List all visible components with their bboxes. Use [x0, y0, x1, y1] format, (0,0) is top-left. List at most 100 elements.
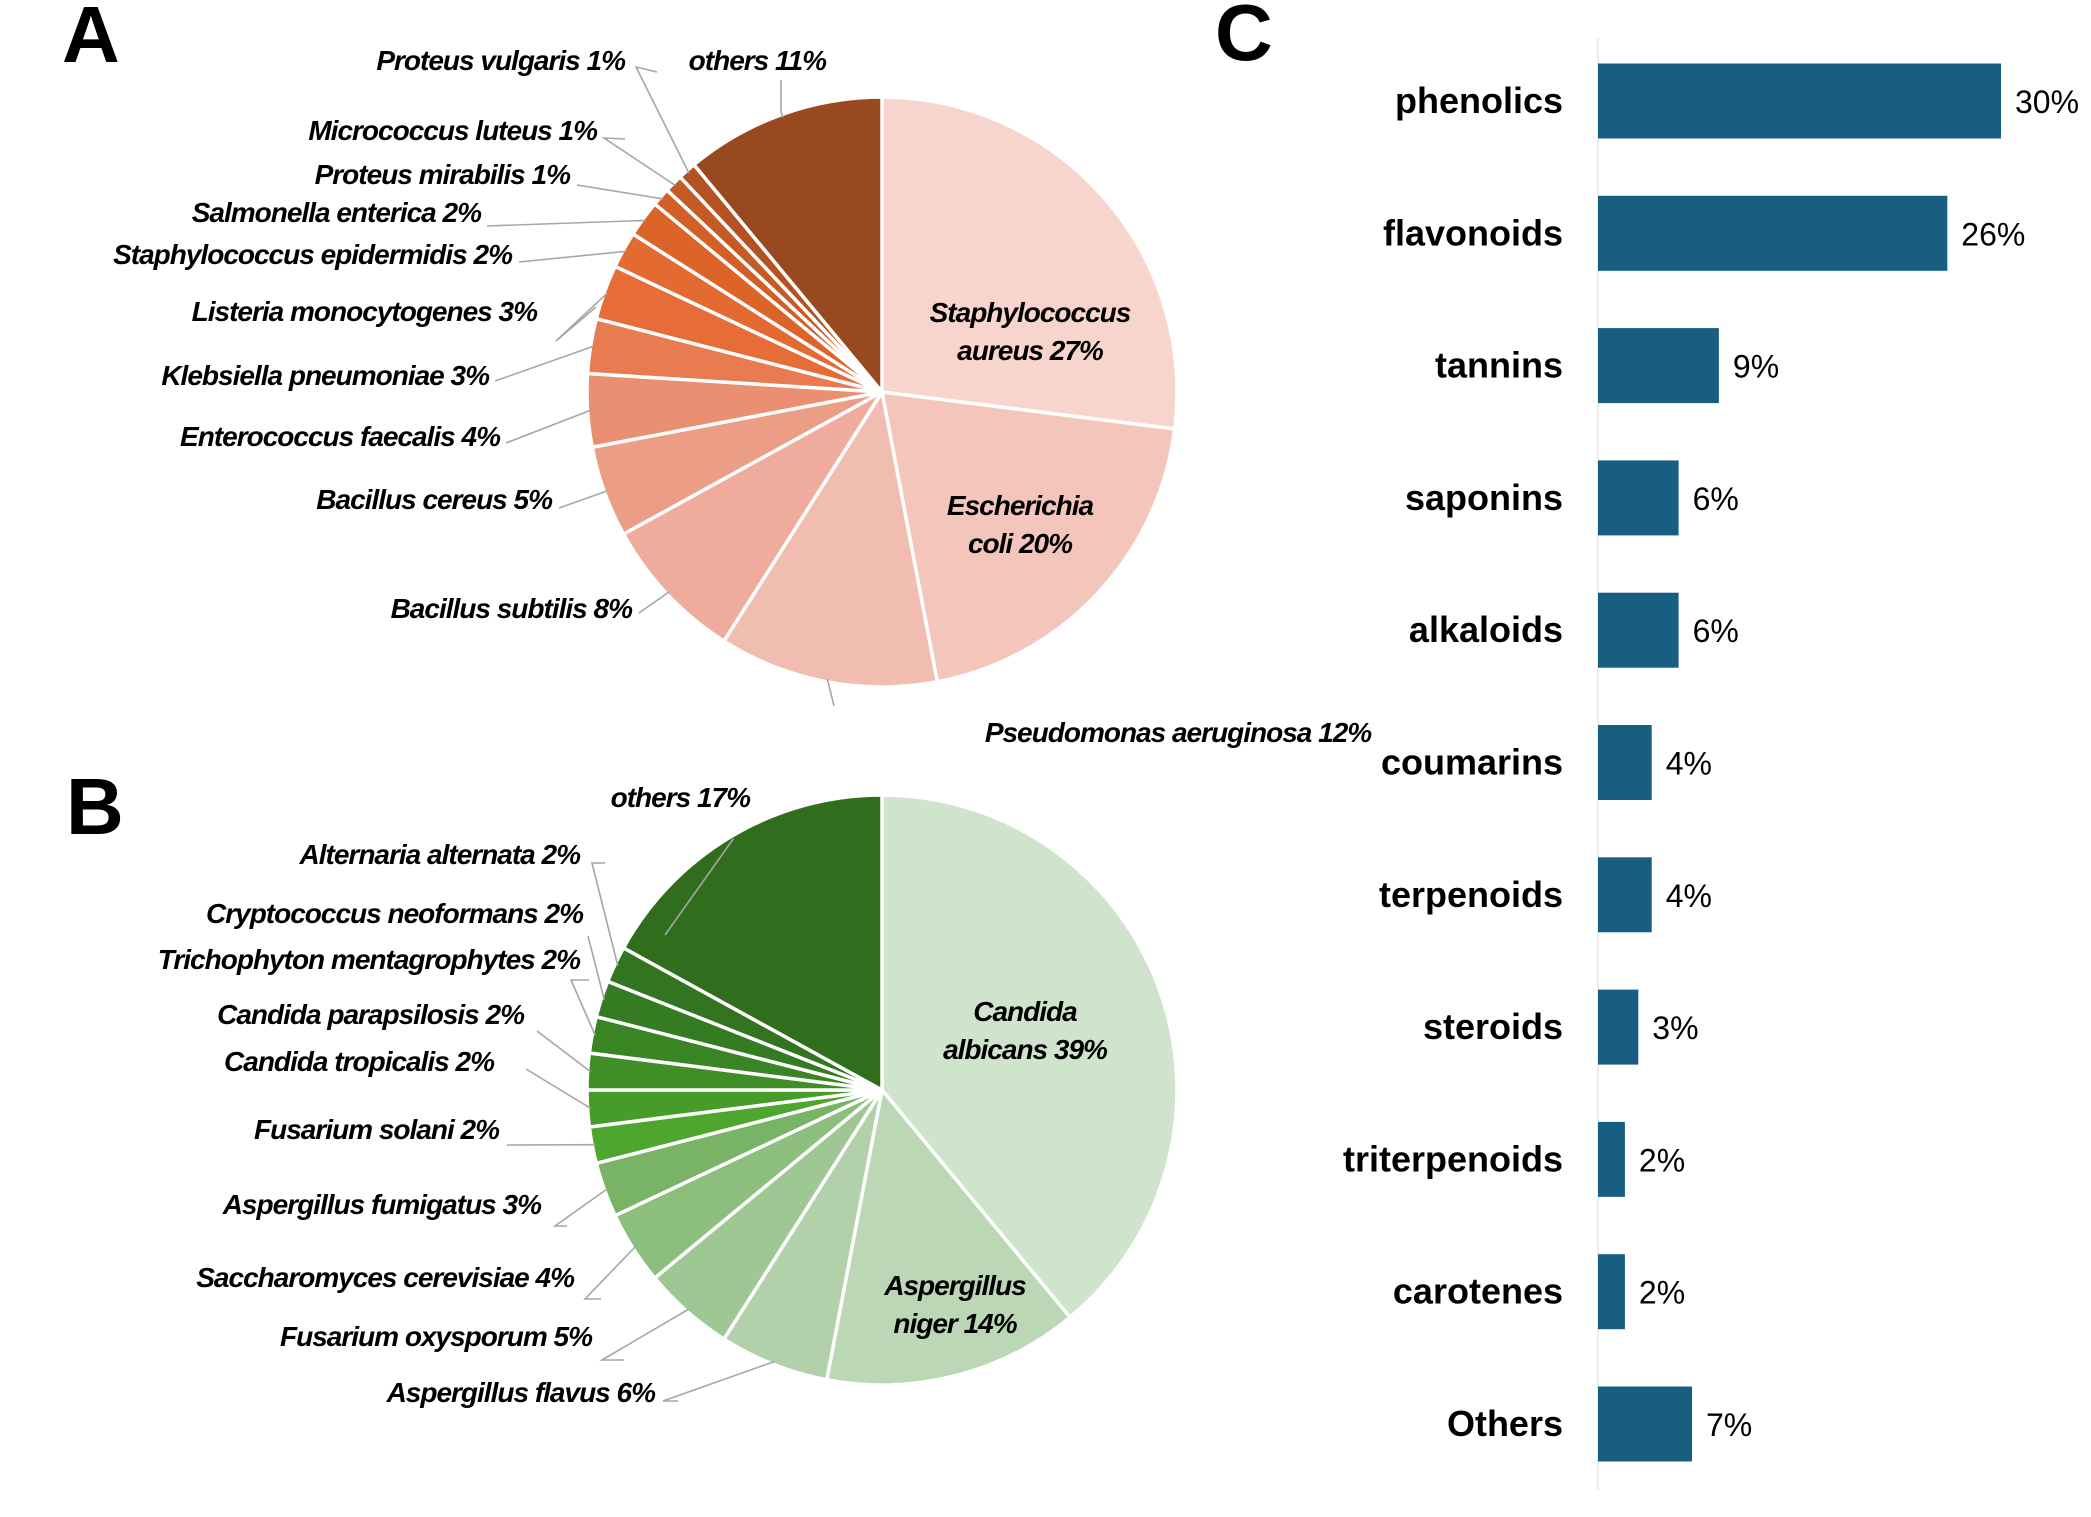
- bar-value-label: 4%: [1666, 746, 1712, 782]
- pie-label-candida-parapsilosis-2: Candida parapsilosis 2%: [217, 999, 592, 1073]
- pie-label-text: Pseudomonas aeruginosa 12%: [985, 717, 1372, 748]
- bar-value-label: 7%: [1706, 1407, 1752, 1443]
- pie-label-line: aureus 27%: [957, 335, 1104, 366]
- bar-value-label: 3%: [1652, 1010, 1698, 1046]
- pie-label-text: Fusarium solani 2%: [254, 1114, 500, 1145]
- leader-line: [662, 1360, 775, 1402]
- leader-line: [599, 1308, 690, 1361]
- pie-label-text: Micrococcus luteus 1%: [308, 115, 598, 146]
- leader-line: [518, 250, 627, 263]
- leader-line: [638, 591, 670, 614]
- leader-line: [601, 137, 676, 187]
- leader-line: [486, 219, 646, 227]
- pie-label-text: Proteus mirabilis 1%: [315, 159, 572, 190]
- leader-line: [780, 80, 784, 118]
- pie-label-text: Enterococcus faecalis 4%: [180, 421, 501, 452]
- bar-saponins: [1598, 460, 1679, 536]
- bar-category-label: Others: [1447, 1403, 1563, 1444]
- bar-category-label: saponins: [1405, 477, 1563, 518]
- pie-label-trichophyton-mentagrophytes-2: Trichophyton mentagrophytes 2%: [158, 944, 596, 1036]
- bar-value-label: 2%: [1639, 1275, 1685, 1311]
- pie-label-text: Listeria monocytogenes 3%: [192, 296, 538, 327]
- bar-coumarins: [1598, 725, 1652, 800]
- bar-category-label: carotenes: [1393, 1271, 1563, 1312]
- pie-label-text: others 17%: [611, 782, 751, 813]
- bar-value-label: 6%: [1693, 481, 1739, 517]
- bar-category-label: flavonoids: [1383, 212, 1563, 253]
- pie-label-klebsiella-pneumoniae-3: Klebsiella pneumoniae 3%: [161, 345, 594, 391]
- bar-terpenoids: [1598, 857, 1652, 933]
- bar-category-label: terpenoids: [1379, 874, 1563, 915]
- bar-category-label: coumarins: [1381, 742, 1563, 783]
- leader-line: [590, 862, 619, 966]
- bar-carotenes: [1598, 1254, 1625, 1330]
- pie-label-text: Candida tropicalis 2%: [224, 1046, 495, 1077]
- pie-label-escherichia-coli-20: Escherichia coli 20%: [947, 490, 1095, 559]
- pie-label-bacillus-subtilis-8: Bacillus subtilis 8%: [391, 591, 670, 624]
- bacteria-pie-chart: Staphylococcus aureus 27% Escherichia coli …: [113, 45, 1373, 748]
- leader-line: [505, 409, 591, 444]
- pie-label-text: Alternaria alternata 2%: [299, 839, 582, 870]
- leader-line: [569, 979, 596, 1036]
- pie-label-text: Aspergillus flavus 6%: [386, 1377, 657, 1408]
- pie-label-line: albicans 39%: [943, 1034, 1108, 1065]
- leader-line: [664, 838, 735, 936]
- bar-alkaloids: [1598, 592, 1679, 668]
- pie-label-text: Saccharomyces cerevisiae 4%: [196, 1262, 575, 1293]
- pie-label-text: Aspergillus fumigatus 3%: [222, 1189, 542, 1220]
- leader-line: [583, 1245, 637, 1300]
- pie-label-line: Candida: [973, 996, 1077, 1027]
- pie-label-text: Bacillus subtilis 8%: [391, 593, 634, 624]
- pie-label-candida-tropicalis-2: Candida tropicalis 2%: [224, 1046, 592, 1109]
- pie-slice-candida-albicans-39: [880, 793, 1179, 1320]
- bar-category-label: triterpenoids: [1343, 1138, 1563, 1179]
- panel-letter-c: C: [1215, 0, 1273, 77]
- pie-label-text: Staphylococcus epidermidis 2%: [113, 239, 513, 270]
- pie-label-alternaria-alternata-2: Alternaria alternata 2%: [299, 839, 619, 966]
- bar-category-label: steroids: [1423, 1006, 1563, 1047]
- pie-label-proteus-mirabilis-1: Proteus mirabilis 1%: [315, 159, 664, 200]
- pie-slice-aspergillus-niger-14: [824, 1088, 1072, 1387]
- pie-slice-escherichia-coli-20: [880, 390, 1177, 684]
- bar-value-label: 26%: [1961, 216, 2025, 252]
- compound-class-bar-chart: phenolics 30% flavonoids 26% tannins 9% saponi…: [1343, 38, 2079, 1490]
- leader-line: [558, 490, 608, 509]
- bar-value-label: 9%: [1733, 349, 1779, 385]
- fungi-pie-chart: Candida albicans 39% Aspergillus niger 14% A…: [158, 782, 1179, 1408]
- bar-category-label: phenolics: [1395, 80, 1563, 121]
- leader-line: [555, 292, 608, 342]
- panel-letter-b: B: [66, 762, 124, 851]
- pie-label-line: Escherichia: [947, 490, 1094, 521]
- pie-label-proteus-vulgaris-1: Proteus vulgaris 1%: [376, 45, 690, 174]
- pie-label-text: Bacillus cereus 5%: [316, 484, 553, 515]
- pie-label-micrococcus-luteus-1: Micrococcus luteus 1%: [308, 115, 676, 187]
- bar-value-label: 4%: [1666, 878, 1712, 914]
- bar-category-label: alkaloids: [1409, 609, 1563, 650]
- pie-label-aspergillus-fumigatus-3: Aspergillus fumigatus 3%: [222, 1188, 608, 1227]
- pie-label-text: others 11%: [689, 45, 827, 76]
- pie-label-candida-albicans-39: Candida albicans 39%: [943, 996, 1109, 1065]
- bar-value-label: 30%: [2015, 84, 2079, 120]
- pie-label-staphylococcus-epidermidis-2: Staphylococcus epidermidis 2%: [113, 239, 627, 270]
- pie-label-others-11: others 11%: [689, 45, 828, 118]
- pie-label-enterococcus-faecalis-4: Enterococcus faecalis 4%: [180, 409, 591, 452]
- pie-label-line: Aspergillus: [883, 1270, 1026, 1301]
- pie-label-fusarium-oxysporum-5: Fusarium oxysporum 5%: [280, 1308, 690, 1361]
- pie-label-text: Cryptococcus neoformans 2%: [206, 898, 584, 929]
- leader-line: [576, 184, 664, 200]
- leader-line: [826, 678, 835, 707]
- bar-value-label: 6%: [1693, 613, 1739, 649]
- pie-label-cryptococcus-neoformans-2: Cryptococcus neoformans 2%: [206, 898, 606, 1000]
- pie-label-line: Staphylococcus: [930, 297, 1131, 328]
- pie-label-salmonella-enterica-2: Salmonella enterica 2%: [192, 197, 646, 228]
- leader-line: [494, 345, 594, 382]
- leader-line: [525, 1068, 592, 1109]
- pie-label-saccharomyces-cerevisiae-4: Saccharomyces cerevisiae 4%: [196, 1245, 637, 1300]
- bar-category-label: tannins: [1435, 345, 1563, 386]
- pie-label-line: niger 14%: [893, 1308, 1017, 1339]
- pie-label-bacillus-cereus-5: Bacillus cereus 5%: [316, 484, 608, 515]
- pie-slice-staphylococcus-aureus-27: [880, 95, 1179, 431]
- pie-label-line: coli 20%: [968, 528, 1073, 559]
- bar-tannins: [1598, 328, 1719, 404]
